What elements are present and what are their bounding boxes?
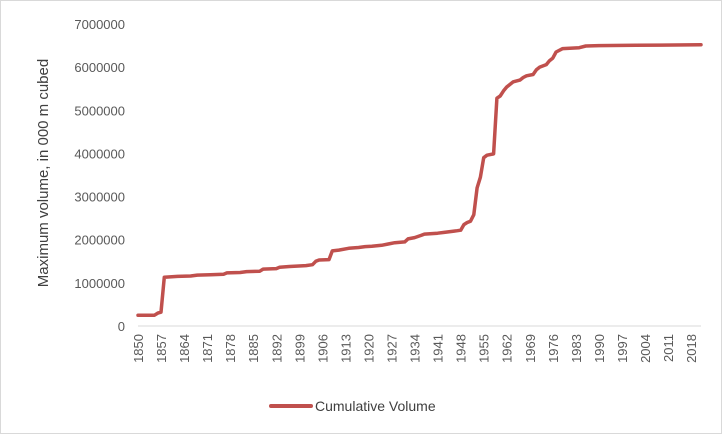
y-tick-label: 1000000 (74, 276, 125, 291)
y-tick-label: 7000000 (74, 17, 125, 32)
legend-label: Cumulative Volume (315, 398, 436, 414)
x-tick-label: 1913 (338, 334, 353, 363)
x-tick-label: 1906 (315, 334, 330, 363)
x-tick-label: 1962 (500, 334, 515, 363)
x-tick-label: 1885 (246, 334, 261, 363)
y-tick-label: 2000000 (74, 233, 125, 248)
x-tick-label: 1850 (131, 334, 146, 363)
x-tick-label: 1871 (200, 334, 215, 363)
x-tick-label: 1976 (546, 334, 561, 363)
x-axis-ticks: 1850 1857 1864 1871 1878 1885 1892 1899 1906 1913… (131, 334, 699, 363)
y-tick-label: 0 (118, 319, 125, 334)
x-tick-label: 2011 (661, 334, 676, 362)
series-line (136, 42, 703, 317)
x-tick-label: 1948 (454, 334, 469, 363)
x-tick-label: 1878 (223, 334, 238, 363)
y-axis-ticks: 0 1000000 2000000 3000000 4000000 5000000 6000… (74, 17, 125, 334)
y-tick-label: 4000000 (74, 146, 125, 161)
x-tick-label: 1920 (361, 334, 376, 363)
x-tick-label: 2004 (638, 334, 653, 363)
x-tick-label: 1990 (592, 334, 607, 363)
x-tick-label: 1955 (477, 334, 492, 363)
y-axis-title: Maximum volume, in 000 m cubed (35, 59, 52, 287)
y-tick-label: 6000000 (74, 60, 125, 75)
x-tick-label: 1934 (408, 334, 423, 363)
x-tick-label: 1899 (292, 334, 307, 363)
y-tick-label: 5000000 (74, 103, 125, 118)
legend: Cumulative Volume (269, 398, 436, 414)
x-tick-label: 1864 (177, 334, 192, 363)
x-tick-label: 1857 (154, 334, 169, 363)
x-tick-label: 1941 (431, 334, 446, 363)
x-tick-label: 1983 (569, 334, 584, 363)
series-group (136, 42, 703, 317)
x-tick-label: 2018 (684, 334, 699, 363)
y-tick-label: 3000000 (74, 190, 125, 205)
x-tick-label: 1969 (523, 334, 538, 363)
x-tick-label: 1997 (615, 334, 630, 363)
x-tick-label: 1927 (385, 334, 400, 363)
x-tick-label: 1892 (269, 334, 284, 363)
